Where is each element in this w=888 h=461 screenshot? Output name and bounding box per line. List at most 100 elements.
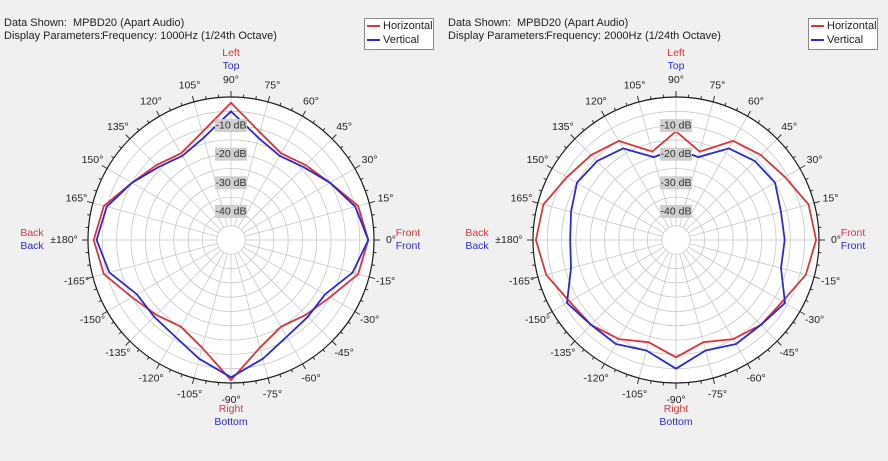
db-label-text: -10 dB <box>216 120 247 132</box>
legend-item-horizontal[interactable]: Horizontal <box>809 19 877 33</box>
series-vertical <box>566 147 786 370</box>
polar-plot: -10 dB -20 dB -30 dB -40 dB 0° 15° 30° 45° 60° 75… <box>465 47 866 428</box>
angle-tick <box>302 110 306 117</box>
legend-swatch-horizontal <box>811 25 824 27</box>
db-label-bg <box>215 204 247 218</box>
data-shown-value: MPBD20 (Apart Audio) <box>73 17 185 29</box>
angle-label: 120° <box>585 95 607 107</box>
angle-tick <box>531 276 539 280</box>
direction-label-right: Right <box>219 403 244 415</box>
angle-tick <box>601 363 605 370</box>
legend-item-horizontal[interactable]: Horizontal <box>365 19 433 33</box>
angle-label: -105° <box>622 389 647 401</box>
angle-tick <box>368 276 376 280</box>
angle-label: -120° <box>583 373 608 385</box>
db-label-text: -40 dB <box>661 205 692 217</box>
direction-label-back-v: Back <box>465 240 489 252</box>
db-label-bg <box>660 176 692 190</box>
angle-label: 60° <box>303 95 319 107</box>
angle-label: 60° <box>748 95 764 107</box>
legend-item-vertical[interactable]: Vertical <box>809 33 877 47</box>
angle-tick <box>267 95 271 103</box>
chart-info: Data Shown: MPBD20 (Apart Audio) Display… <box>448 17 721 43</box>
polar-chart-1000hz: Data Shown: MPBD20 (Apart Audio) Display… <box>4 17 434 428</box>
db-label-text: -30 dB <box>216 177 247 189</box>
grid-spoke <box>106 168 219 234</box>
db-ring-label: -10 dB <box>660 119 692 133</box>
direction-label-front-v: Front <box>841 240 866 252</box>
db-ring-label: -10 dB <box>215 119 247 133</box>
legend-swatch-horizontal <box>367 25 380 27</box>
grid-spoke <box>551 246 664 312</box>
angle-tick <box>101 165 108 169</box>
angle-tick <box>101 311 108 315</box>
series-horizontal <box>535 130 817 359</box>
grid-spoke <box>244 243 370 278</box>
angle-label: 45° <box>781 121 797 133</box>
db-label-text: -20 dB <box>216 148 247 160</box>
direction-label-front-h: Front <box>396 227 421 239</box>
angle-tick <box>331 134 337 140</box>
grid-spoke <box>688 168 801 234</box>
display-parameters-label: Display Parameters: <box>448 30 548 42</box>
legend-swatch-vertical <box>811 39 824 41</box>
angle-label: -45° <box>779 347 798 359</box>
angle-tick <box>191 95 195 103</box>
angle-tick <box>331 340 337 346</box>
series-vertical <box>95 110 370 379</box>
direction-label-top: Top <box>223 60 240 72</box>
angle-label: -75° <box>708 389 727 401</box>
angle-tick <box>776 134 782 140</box>
angle-label: -90° <box>666 394 685 406</box>
direction-label-right: Right <box>664 403 689 415</box>
outer-ring <box>87 96 375 384</box>
angle-tick <box>546 311 553 315</box>
angle-tick <box>813 276 821 280</box>
outer-ring <box>532 96 820 384</box>
grid-spoke <box>638 253 673 379</box>
angle-label: ±180° <box>50 234 77 246</box>
grid-spoke <box>685 249 778 342</box>
angle-tick <box>601 110 605 117</box>
grid-spoke <box>685 138 778 231</box>
angle-label: 105° <box>624 79 646 91</box>
grid-spoke <box>234 253 269 379</box>
db-label-text: -40 dB <box>216 205 247 217</box>
grid-spoke <box>574 249 667 342</box>
grid-spoke <box>129 138 222 231</box>
angle-label: -120° <box>138 373 163 385</box>
db-ring-label: -40 dB <box>660 204 692 218</box>
db-label-bg <box>215 119 247 133</box>
grid-spoke <box>129 249 222 342</box>
grid-spoke <box>682 115 748 228</box>
grid-spoke <box>106 246 219 312</box>
angle-tick <box>813 200 821 204</box>
grid-spoke <box>689 243 815 278</box>
legend-item-vertical[interactable]: Vertical <box>365 33 433 47</box>
db-label-bg <box>215 176 247 190</box>
angle-label: -90° <box>221 394 240 406</box>
chart-info: Data Shown: MPBD20 (Apart Audio) Display… <box>4 17 277 43</box>
angle-label: -135° <box>550 347 575 359</box>
grid-spoke <box>193 253 228 379</box>
db-label-bg <box>660 119 692 133</box>
angle-label: 0° <box>386 234 396 246</box>
angle-tick <box>302 363 306 370</box>
angle-tick <box>156 363 160 370</box>
legend-label-vertical: Vertical <box>827 34 864 46</box>
angle-label: 90° <box>668 74 684 86</box>
angle-tick <box>86 276 94 280</box>
direction-label-front-h: Front <box>841 227 866 239</box>
angle-tick <box>546 165 553 169</box>
angle-label: -60° <box>746 373 765 385</box>
grid-spoke <box>240 138 333 231</box>
polar-chart-2000hz: Data Shown: MPBD20 (Apart Audio) Display… <box>444 0 888 461</box>
db-label-bg <box>660 204 692 218</box>
angle-label: 75° <box>709 79 725 91</box>
grid-spoke <box>537 243 663 278</box>
angle-label: 45° <box>336 121 352 133</box>
angle-label: -165° <box>64 275 89 287</box>
direction-label-back-h: Back <box>20 227 44 239</box>
db-ring-label: -30 dB <box>660 176 692 190</box>
db-label-bg <box>215 147 247 161</box>
